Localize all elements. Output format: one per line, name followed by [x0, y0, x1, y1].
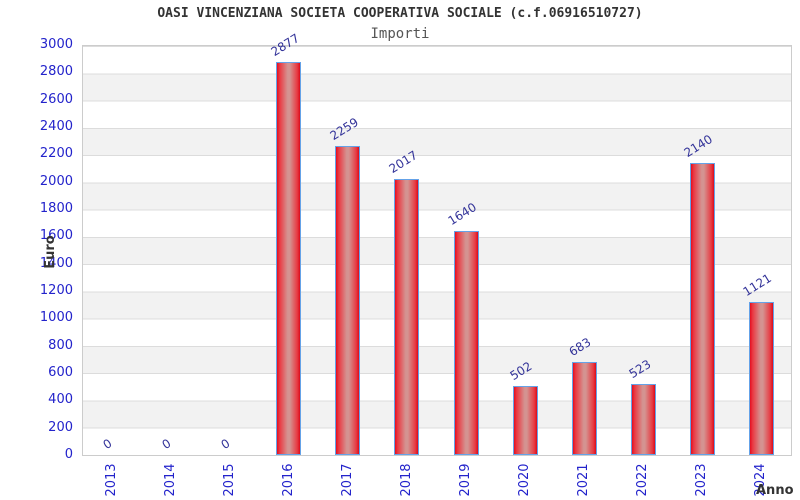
y-tick-label: 1200 [39, 283, 73, 298]
y-tick-label: 1400 [39, 255, 73, 271]
bar [512, 386, 538, 455]
y-tick-label: 2600 [39, 91, 73, 107]
plot-area [82, 45, 792, 456]
y-tick-label: 2000 [39, 173, 73, 189]
y-tick-label: 0 [64, 447, 73, 462]
x-tick-label: 2020 [517, 463, 533, 497]
bar [394, 179, 420, 455]
x-tick-label: 2023 [694, 463, 710, 497]
y-tick-label: 3000 [39, 37, 73, 52]
y-tick-label: 400 [48, 392, 73, 408]
y-tick-label: 2400 [39, 119, 73, 134]
x-tick-label: 2015 [221, 463, 237, 497]
y-tick-label: 800 [48, 337, 73, 353]
bar [630, 383, 656, 455]
chart-title: OASI VINCENZIANA SOCIETA COOPERATIVA SOC… [157, 6, 643, 21]
y-tick-label: 1800 [39, 201, 73, 216]
bar [571, 361, 597, 455]
x-tick-label: 2022 [635, 463, 651, 497]
bar [276, 61, 302, 455]
y-tick-label: 2200 [39, 146, 73, 162]
x-tick-label: 2018 [398, 463, 414, 497]
x-tick-label: 2017 [339, 463, 355, 497]
y-tick-label: 2800 [39, 64, 73, 80]
y-tick-label: 1000 [39, 310, 73, 326]
y-tick-label: 1600 [39, 228, 73, 244]
y-tick-label: 200 [48, 419, 73, 435]
bar [335, 146, 361, 455]
x-axis-title: Anno [756, 483, 794, 498]
y-tick-label: 600 [48, 365, 73, 380]
x-tick-label: 2013 [103, 463, 119, 497]
bar [689, 162, 715, 455]
y-axis-title: Euro [43, 235, 58, 269]
chart-subtitle: Importi [370, 26, 430, 42]
x-tick-label: 2021 [576, 463, 592, 497]
bar [453, 230, 479, 455]
x-tick-label: 2016 [280, 463, 296, 497]
x-tick-label: 2014 [162, 463, 178, 497]
bar [748, 301, 774, 455]
x-tick-label: 2019 [458, 463, 474, 497]
